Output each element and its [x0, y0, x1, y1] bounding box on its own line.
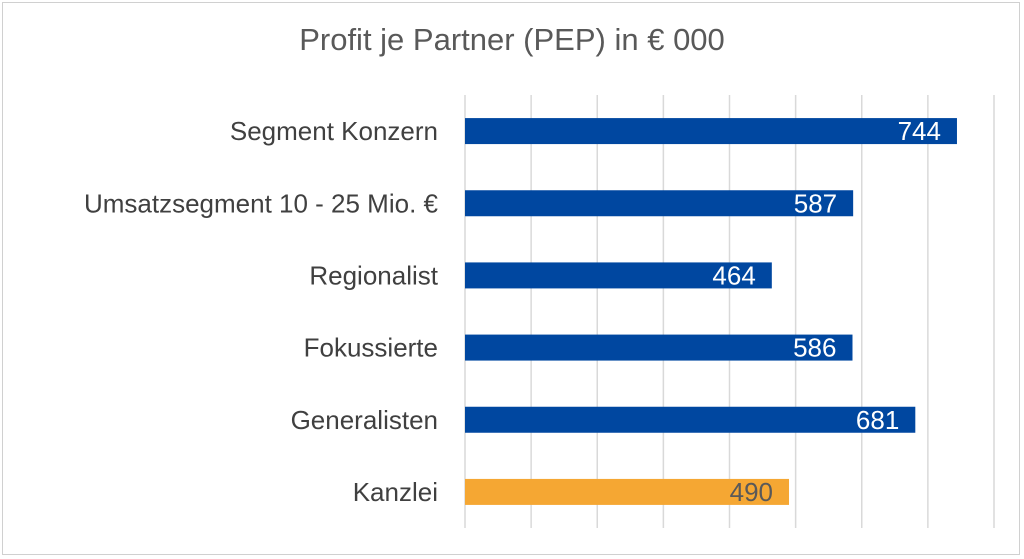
category-label: Kanzlei — [353, 477, 438, 507]
data-label: 681 — [856, 405, 899, 435]
bars: 744 587 464 586 681 490 — [465, 116, 957, 507]
category-labels: Segment Konzern Umsatzsegment 10 - 25 Mio… — [84, 116, 439, 507]
gridlines — [464, 95, 995, 528]
bar — [465, 262, 772, 289]
category-label: Generalisten — [291, 405, 438, 435]
chart-title: Profit je Partner (PEP) in € 000 — [299, 22, 725, 57]
category-label: Fokussierte — [304, 333, 438, 363]
category-label: Regionalist — [309, 260, 438, 290]
data-label: 586 — [793, 333, 836, 363]
bar — [465, 190, 854, 217]
data-label: 744 — [898, 116, 941, 146]
bar — [465, 478, 790, 505]
bar — [465, 118, 957, 145]
data-label: 464 — [712, 260, 755, 290]
category-label: Umsatzsegment 10 - 25 Mio. € — [84, 188, 439, 218]
bar — [465, 406, 916, 433]
category-label: Segment Konzern — [230, 116, 438, 146]
data-label: 587 — [794, 188, 837, 218]
bar — [465, 334, 853, 361]
data-label: 490 — [730, 477, 773, 507]
